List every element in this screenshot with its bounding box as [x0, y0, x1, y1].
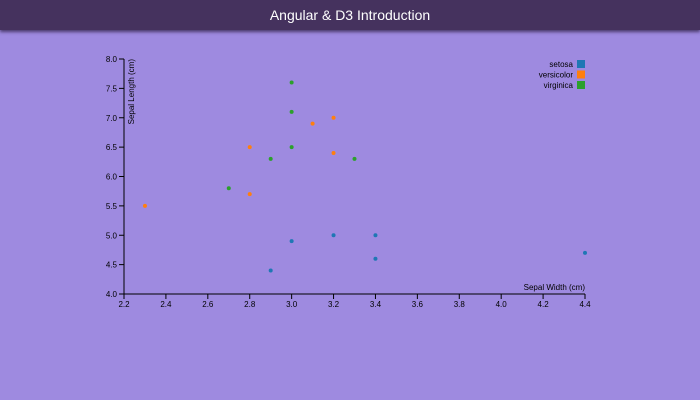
x-tick-label: 2.2: [118, 300, 130, 309]
legend-label: virginica: [544, 81, 574, 90]
data-point-virginica: [289, 80, 294, 85]
data-point-versicolor: [142, 203, 147, 208]
data-point-virginica: [289, 109, 294, 114]
data-point-setosa: [583, 250, 587, 255]
y-tick-label: 7.5: [106, 84, 118, 93]
y-tick-label: 4.0: [106, 290, 118, 299]
x-tick-label: 4.0: [496, 300, 508, 309]
x-tick-label: 2.4: [160, 300, 172, 309]
legend-swatch: [577, 81, 585, 89]
x-tick-label: 3.4: [370, 300, 382, 309]
data-point-setosa: [289, 239, 294, 244]
y-tick-label: 6.0: [106, 173, 118, 182]
x-tick-label: 3.2: [328, 300, 340, 309]
y-tick-label: 8.0: [106, 55, 118, 64]
data-point-virginica: [289, 145, 294, 150]
data-point-setosa: [373, 256, 378, 261]
data-point-setosa: [268, 268, 273, 273]
x-axis: 2.2 2.4 2.6 2.8 3.0 3.2 3.4 3.6 3.8 4.0 4.2 4.4: [118, 293, 591, 309]
data-point-versicolor: [247, 145, 252, 150]
y-tick-label: 7.0: [106, 114, 118, 123]
data-points: [142, 80, 587, 273]
data-point-versicolor: [310, 121, 315, 126]
y-tick-label: 5.0: [106, 231, 118, 240]
data-point-virginica: [352, 156, 357, 161]
x-tick-label: 2.6: [202, 300, 214, 309]
x-tick-label: 4.4: [579, 300, 591, 309]
y-axis: 4.0 4.5 5.0 5.5 6.0 6.5 7.0 7.5 8.0: [106, 55, 125, 299]
y-axis-label: Sepal Length (cm): [127, 59, 136, 125]
data-point-setosa: [331, 233, 336, 238]
app-header: Angular & D3 Introduction: [0, 0, 700, 30]
legend-swatch: [577, 60, 585, 68]
app-title: Angular & D3 Introduction: [269, 7, 431, 23]
y-tick-label: 4.5: [106, 261, 118, 270]
x-axis-label: Sepal Width (cm): [524, 283, 586, 292]
y-tick-label: 6.5: [106, 143, 118, 152]
data-point-versicolor: [331, 151, 336, 155]
data-point-virginica: [226, 186, 231, 191]
legend-swatch: [577, 70, 585, 79]
y-tick-label: 5.5: [106, 202, 118, 211]
x-tick-label: 3.8: [454, 300, 466, 309]
data-point-setosa: [373, 233, 378, 238]
data-point-versicolor: [247, 192, 252, 197]
x-tick-label: 3.0: [286, 300, 298, 309]
x-tick-label: 3.6: [412, 300, 424, 309]
legend-label: versicolor: [539, 71, 574, 80]
data-point-virginica: [268, 156, 273, 161]
x-tick-label: 2.8: [244, 300, 256, 309]
x-tick-label: 4.2: [538, 300, 550, 309]
data-point-versicolor: [331, 115, 336, 120]
legend-label: setosa: [549, 60, 573, 69]
